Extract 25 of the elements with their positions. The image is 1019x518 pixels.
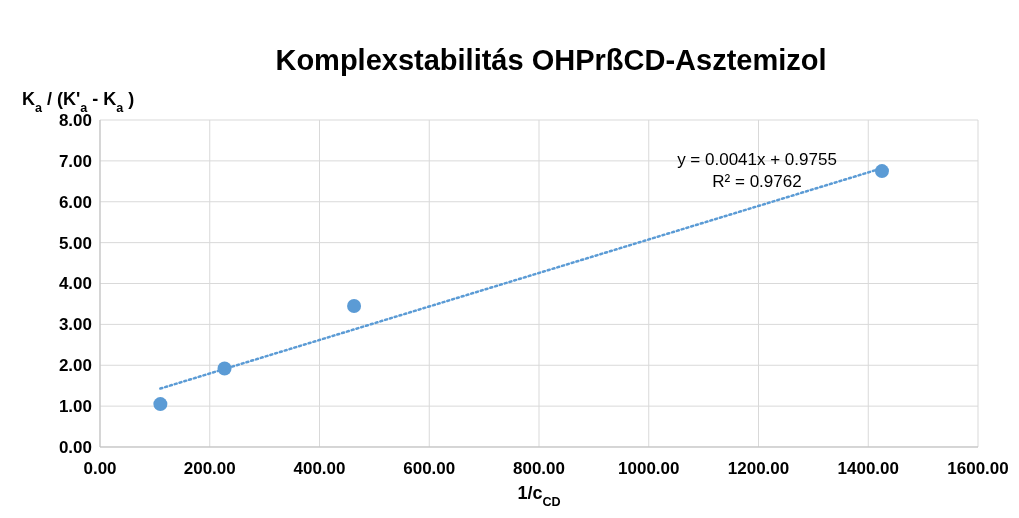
- chart-title: Komplexstabilitás OHPrßCD-Asztemizol: [275, 44, 827, 76]
- x-tick-label: 1400.00: [837, 459, 899, 478]
- y-tick-label: 3.00: [58, 315, 92, 335]
- y-tick-label: 2.00: [58, 356, 92, 376]
- y-tick-label: 5.00: [58, 233, 92, 253]
- x-tick-label: 200.00: [183, 459, 236, 478]
- x-tick-label: 1600.00: [947, 459, 1009, 478]
- annotation: R² = 0.9762: [712, 172, 802, 191]
- point: [347, 298, 362, 313]
- point: [153, 397, 168, 412]
- x-axis-title: 1/c$_{CD}$: [517, 483, 561, 509]
- point: [874, 164, 889, 179]
- y-tick-label: 4.00: [58, 274, 92, 294]
- y-axis-title: K$_{a}$ / (K'$_{a}$ - K$_{a}$ ): [22, 89, 135, 115]
- x-tick-label: 800.00: [513, 459, 565, 478]
- x-tick-label: 1200.00: [727, 459, 790, 478]
- y-tick-label: 6.00: [58, 192, 92, 212]
- x-tick-label: 600.00: [403, 459, 456, 478]
- y-tick-label: 1.00: [58, 397, 92, 417]
- annotation: y = 0.0041x + 0.9755: [677, 150, 837, 169]
- y-tick-label: 0.00: [58, 437, 92, 457]
- x-tick-label: 0.00: [83, 459, 117, 478]
- x-tick-label: 400.00: [293, 459, 346, 478]
- y-tick-label: 7.00: [58, 151, 92, 171]
- x-tick-label: 1000.00: [618, 459, 680, 478]
